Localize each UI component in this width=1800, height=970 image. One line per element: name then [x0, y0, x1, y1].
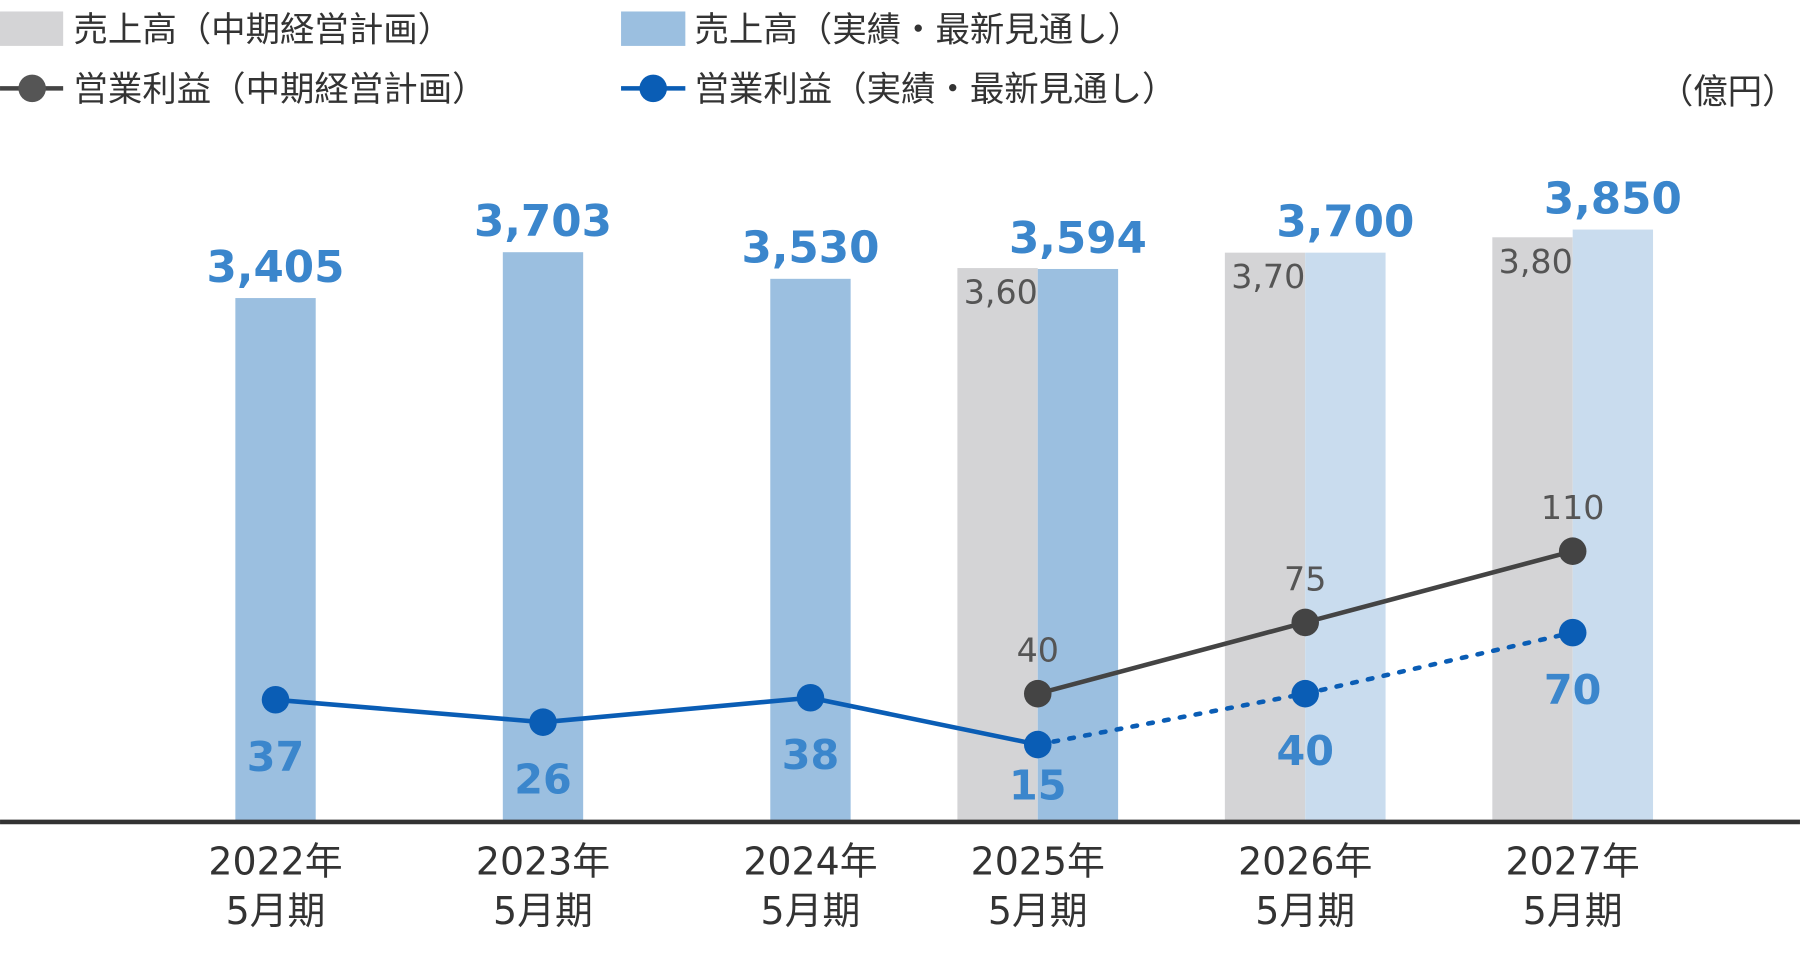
- bar-label-actual-sales: 3,405: [207, 243, 345, 293]
- x-tick-label-year: 2026年: [1238, 840, 1372, 884]
- legend-label: 売上高（実績・最新見通し）: [695, 10, 1143, 50]
- bar-label-actual-sales: 3,850: [1544, 175, 1682, 225]
- point-actual-profit: [1023, 730, 1052, 759]
- x-tick-label-year: 2022年: [208, 840, 342, 884]
- point-label-actual-profit: 15: [1009, 762, 1067, 810]
- unit-label: （億円）: [1659, 72, 1797, 112]
- x-tick-label-period: 5月期: [493, 889, 593, 933]
- point-actual-profit: [1558, 618, 1587, 647]
- legend: 売上高（中期経営計画） 売上高（実績・最新見通し） 営業利益（中期経営計画） 営…: [0, 10, 1176, 110]
- x-tick-label-period: 5月期: [226, 889, 326, 933]
- bar-actual-sales: [235, 298, 316, 822]
- bar-label-actual-sales: 3,594: [1009, 214, 1147, 264]
- point-actual-profit: [529, 708, 557, 736]
- x-tick-label-period: 5月期: [761, 889, 861, 933]
- bar-plan-sales: [1224, 252, 1306, 822]
- bar-actual-sales: [1305, 252, 1386, 822]
- point-label-actual-profit: 40: [1276, 727, 1334, 775]
- point-label-actual-profit: 37: [247, 733, 305, 781]
- point-label-actual-profit: 26: [514, 755, 572, 803]
- legend-label: 営業利益（中期経営計画）: [73, 70, 486, 110]
- bar-label-actual-sales: 3,700: [1276, 198, 1414, 248]
- bar-plan-sales: [1492, 237, 1573, 822]
- bar-label-actual-sales: 3,530: [741, 224, 879, 274]
- legend-swatch-actual-sales: [621, 11, 686, 46]
- x-tick-label-period: 5月期: [1255, 889, 1355, 933]
- legend-label: 売上高（中期経営計画）: [73, 10, 452, 50]
- line-segment-actual-profit: [809, 695, 1039, 747]
- point-label-plan-profit: 40: [1017, 631, 1059, 670]
- point-actual-profit: [261, 686, 290, 714]
- point-actual-profit: [796, 683, 825, 712]
- x-tick-label-period: 5月期: [988, 889, 1088, 933]
- legend-marker-actual-profit: [639, 74, 667, 103]
- x-tick-label-year: 2025年: [971, 840, 1105, 884]
- bar-actual-sales: [770, 278, 851, 822]
- x-tick-label-year: 2023年: [476, 840, 610, 884]
- x-tick-label-period: 5月期: [1523, 889, 1623, 933]
- legend-label: 営業利益（実績・最新見通し）: [695, 70, 1177, 110]
- legend-swatch-plan-sales: [0, 11, 64, 46]
- bar-label-actual-sales: 3,703: [474, 197, 612, 247]
- point-label-plan-profit: 75: [1284, 559, 1326, 598]
- point-actual-profit: [1291, 679, 1319, 708]
- point-plan-profit: [1291, 608, 1319, 637]
- bar-actual-sales: [502, 252, 584, 822]
- line-segment-actual-profit: [542, 695, 811, 725]
- legend-marker-plan-profit: [18, 74, 46, 103]
- x-tick-label-year: 2027年: [1506, 840, 1640, 884]
- line-segment-forecast-profit: [1035, 691, 1308, 747]
- point-label-plan-profit: 110: [1541, 488, 1605, 527]
- x-tick-label-year: 2024年: [743, 840, 877, 884]
- point-plan-profit: [1023, 679, 1052, 708]
- line-segment-forecast-profit: [1302, 630, 1575, 696]
- line-segment-actual-profit: [275, 697, 544, 725]
- point-label-actual-profit: 38: [782, 731, 840, 779]
- point-label-actual-profit: 70: [1544, 666, 1602, 714]
- bar-actual-sales: [1572, 229, 1654, 822]
- point-plan-profit: [1558, 537, 1587, 565]
